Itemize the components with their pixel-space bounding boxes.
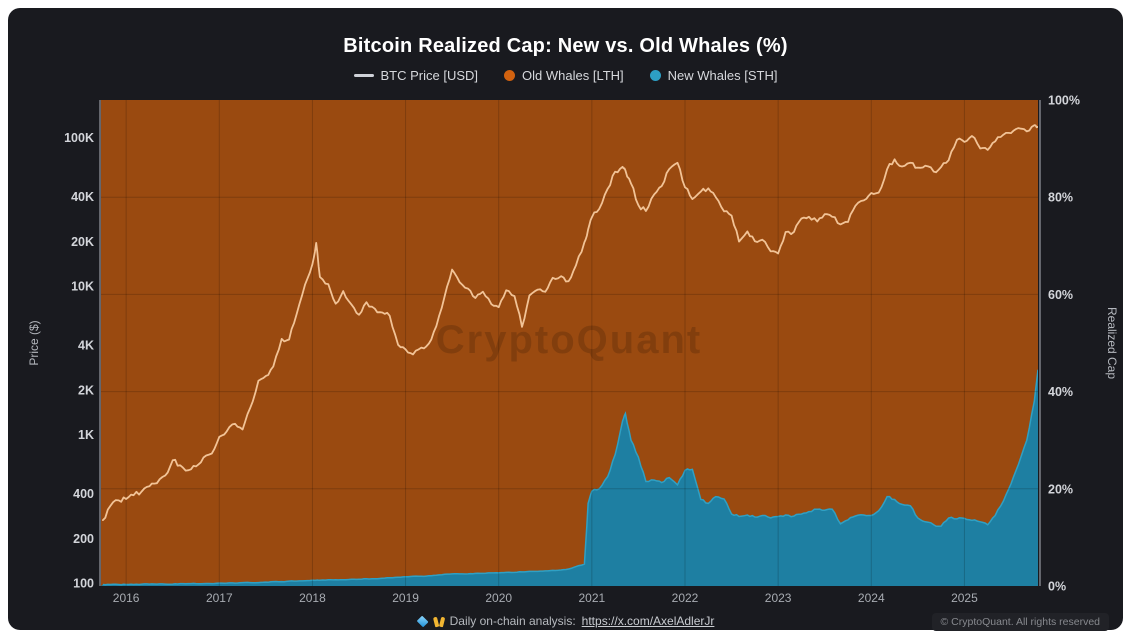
x-axis-tick: 2018 [299, 591, 326, 605]
diamond-icon [416, 615, 428, 627]
chart-legend: BTC Price [USD] Old Whales [LTH] New Wha… [8, 68, 1123, 83]
right-axis-tick: 80% [1048, 191, 1073, 205]
author-link[interactable]: https://x.com/AxelAdlerJr [581, 614, 715, 628]
x-axis-tick: 2022 [672, 591, 699, 605]
blue-dot-icon [649, 70, 661, 81]
raised-hands-icon [432, 615, 445, 628]
chart-title: Bitcoin Realized Cap: New vs. Old Whales… [343, 35, 788, 57]
left-axis-tick: 40K [71, 190, 94, 204]
legend-item-new-whales: New Whales [STH] [649, 68, 778, 83]
right-axis-tick: 100% [1048, 94, 1080, 108]
left-axis-tick: 10K [71, 280, 94, 294]
x-axis-tick: 2016 [113, 591, 140, 605]
gridlines [101, 100, 1038, 586]
right-axis-title: Realized Cap [1105, 307, 1119, 379]
left-axis-title: Price ($) [27, 320, 41, 365]
left-axis-tick: 2K [78, 383, 94, 397]
right-axis-tick: 20% [1048, 482, 1073, 496]
chart-card: Bitcoin Realized Cap: New vs. Old Whales… [8, 8, 1123, 631]
chart-plot-area: CryptoQuant Price ($) Realized Cap 100K 4… [27, 94, 1119, 606]
legend-label: Old Whales [LTH] [522, 68, 624, 83]
legend-item-old-whales: Old Whales [LTH] [504, 68, 624, 83]
left-axis-tick: 200 [73, 532, 94, 546]
copyright-badge: © CryptoQuant. All rights reserved [931, 613, 1109, 631]
new-whales-area [101, 369, 1038, 586]
x-axis-tick: 2025 [951, 591, 978, 605]
left-axis-tick: 400 [73, 487, 94, 501]
orange-dot-icon [504, 70, 516, 81]
x-axis-tick: 2021 [579, 591, 606, 605]
watermark: CryptoQuant [436, 318, 702, 362]
new-whales-edge [102, 369, 1038, 586]
x-axis-tick: 2019 [392, 591, 419, 605]
left-axis-tick: 4K [78, 339, 94, 353]
left-axis-tick: 20K [71, 235, 94, 249]
old-whales-area [101, 100, 1038, 586]
right-axis-tick: 60% [1048, 288, 1073, 302]
left-axis-tick: 100K [64, 131, 94, 145]
left-axis-tick: 1K [78, 428, 94, 442]
left-axis-tick: 100 [73, 577, 94, 591]
right-axis-tick: 0% [1048, 580, 1066, 594]
x-axis-tick: 2017 [206, 591, 233, 605]
x-axis-tick: 2020 [485, 591, 512, 605]
right-axis-tick: 40% [1048, 385, 1073, 399]
legend-item-btc-price: BTC Price [USD] [353, 68, 479, 83]
x-axis-tick: 2023 [765, 591, 792, 605]
line-marker-icon [353, 74, 374, 77]
btc-price-line [102, 124, 1038, 521]
legend-label: BTC Price [USD] [380, 68, 479, 83]
footer-analysis: Daily on-chain analysis: https://x.com/A… [416, 614, 715, 628]
legend-label: New Whales [STH] [667, 68, 778, 83]
x-axis-tick: 2024 [858, 591, 885, 605]
footer-analysis-text: Daily on-chain analysis: [449, 614, 576, 628]
